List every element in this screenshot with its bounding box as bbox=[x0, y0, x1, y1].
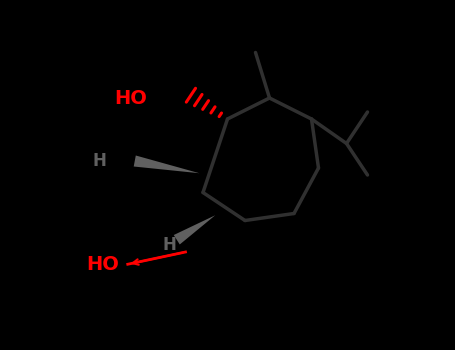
Text: HO: HO bbox=[86, 255, 119, 274]
Polygon shape bbox=[134, 155, 199, 173]
Text: H: H bbox=[163, 236, 177, 254]
Text: HO: HO bbox=[114, 89, 147, 107]
Text: H: H bbox=[93, 152, 107, 170]
Polygon shape bbox=[174, 215, 215, 244]
